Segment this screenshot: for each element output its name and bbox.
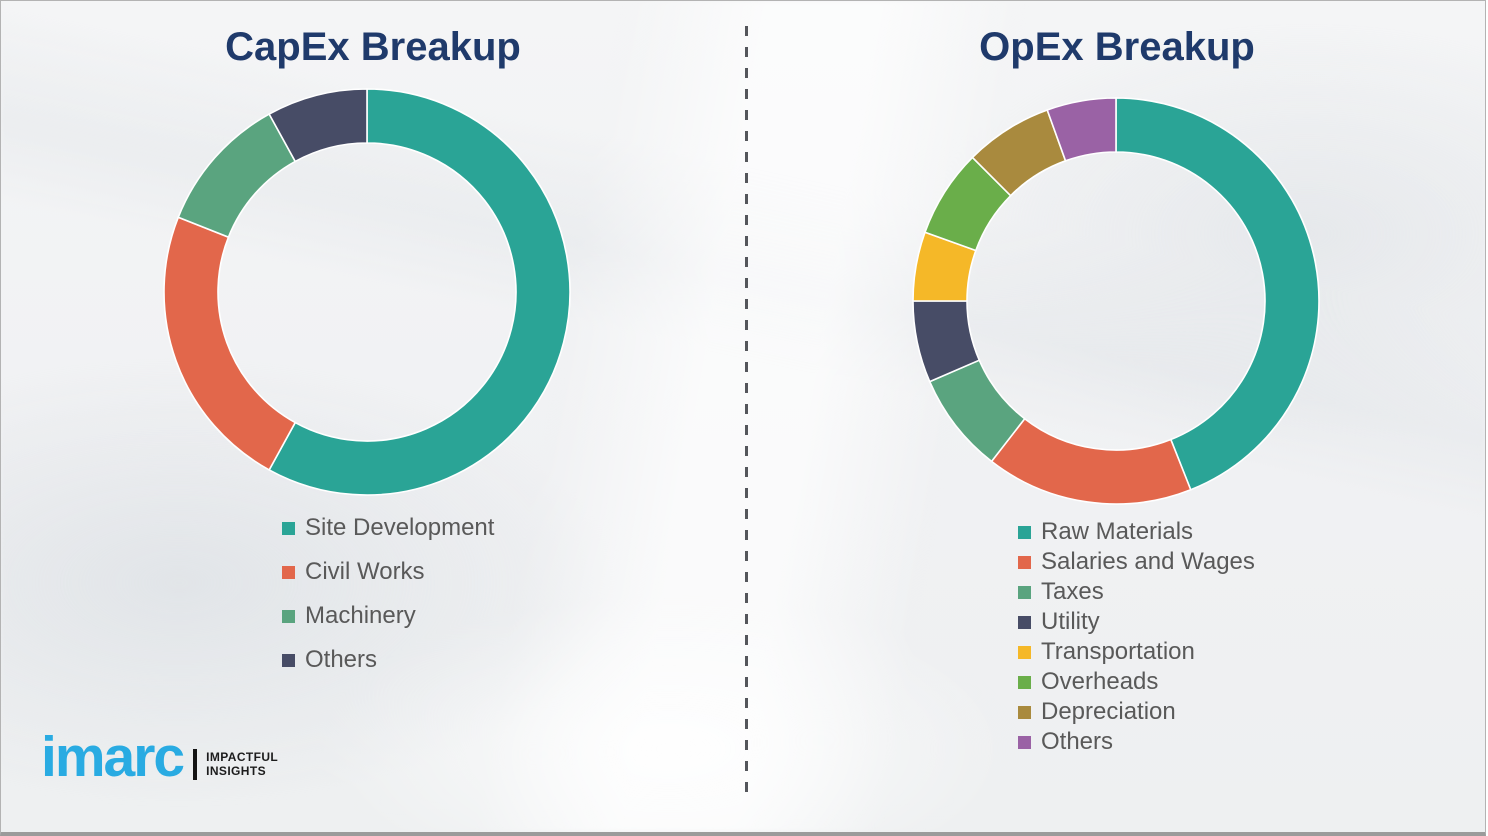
imarc-tagline-line2: INSIGHTS <box>206 763 266 778</box>
legend-label-overheads: Overheads <box>1041 668 1159 695</box>
legend-item-salaries-and-wages: Salaries and Wages <box>1018 547 1255 577</box>
legend-swatch-overheads <box>1018 675 1031 689</box>
opex-legend: Raw Materials Salaries and Wages Taxes Util… <box>1018 517 1255 757</box>
capex-breakup-donut-svg <box>163 88 571 496</box>
legend-swatch-site-development <box>282 521 295 535</box>
opex-breakup-donut-svg <box>912 97 1320 505</box>
legend-label-civil-works: Civil Works <box>305 558 425 585</box>
legend-item-raw-materials: Raw Materials <box>1018 517 1255 547</box>
legend-swatch-transportation <box>1018 645 1031 659</box>
legend-item-site-development: Site Development <box>282 514 495 541</box>
legend-label-salaries-and-wages: Salaries and Wages <box>1041 548 1255 575</box>
capex-donut-chart <box>162 87 572 497</box>
legend-swatch-others <box>1018 735 1031 749</box>
legend-label-site-development: Site Development <box>305 514 495 541</box>
opex-donut-chart <box>911 96 1321 506</box>
legend-item-others: Others <box>1018 727 1255 757</box>
legend-swatch-taxes <box>1018 585 1031 599</box>
legend-label-others: Others <box>305 646 378 673</box>
donut-segment-machinery <box>177 113 297 239</box>
legend-swatch-others <box>282 653 295 667</box>
imarc-tagline-line1: IMPACTFUL <box>206 750 279 765</box>
imarc-logo-text: imarc <box>41 725 185 789</box>
capex-panel: CapEx Breakup Site Development Civil Work… <box>1 1 745 832</box>
donut-segment-others <box>1046 97 1117 162</box>
donut-segment-raw-materials <box>1115 97 1320 491</box>
legend-swatch-raw-materials <box>1018 525 1031 539</box>
legend-label-others: Others <box>1041 728 1114 755</box>
donut-segment-site-development <box>268 88 571 496</box>
donut-segment-salaries-and-wages <box>990 417 1192 505</box>
legend-label-raw-materials: Raw Materials <box>1041 518 1194 545</box>
imarc-logo: imarc IMPACTFUL INSIGHTS <box>41 725 279 789</box>
imarc-tagline: IMPACTFUL INSIGHTS <box>206 750 279 779</box>
legend-item-machinery: Machinery <box>282 602 494 629</box>
legend-swatch-machinery <box>282 609 295 623</box>
legend-item-utility: Utility <box>1018 607 1255 637</box>
legend-item-others: Others <box>282 646 494 673</box>
donut-segment-civil-works <box>163 216 297 471</box>
legend-item-transportation: Transportation <box>1018 637 1255 667</box>
legend-label-machinery: Machinery <box>305 602 416 629</box>
legend-swatch-civil-works <box>282 565 295 579</box>
capex-title: CapEx Breakup <box>225 25 521 69</box>
opex-title: OpEx Breakup <box>979 25 1255 69</box>
legend-swatch-depreciation <box>1018 705 1031 719</box>
legend-label-depreciation: Depreciation <box>1041 698 1176 725</box>
imarc-logo-divider-bar <box>193 748 198 780</box>
legend-swatch-salaries-and-wages <box>1018 555 1031 569</box>
legend-label-utility: Utility <box>1041 608 1100 635</box>
vertical-dashed-divider <box>745 26 748 792</box>
legend-item-civil-works: Civil Works <box>282 558 494 585</box>
legend-label-taxes: Taxes <box>1041 578 1104 605</box>
legend-item-depreciation: Depreciation <box>1018 697 1255 727</box>
donut-segment-others <box>268 88 368 163</box>
opex-panel: OpEx Breakup Raw Materials Salaries and W… <box>745 1 1485 832</box>
legend-item-taxes: Taxes <box>1018 577 1255 607</box>
legend-item-overheads: Overheads <box>1018 667 1255 697</box>
capex-legend: Site Development Civil Works Machinery Othe… <box>282 514 495 691</box>
legend-label-transportation: Transportation <box>1041 638 1195 665</box>
legend-swatch-utility <box>1018 615 1031 629</box>
